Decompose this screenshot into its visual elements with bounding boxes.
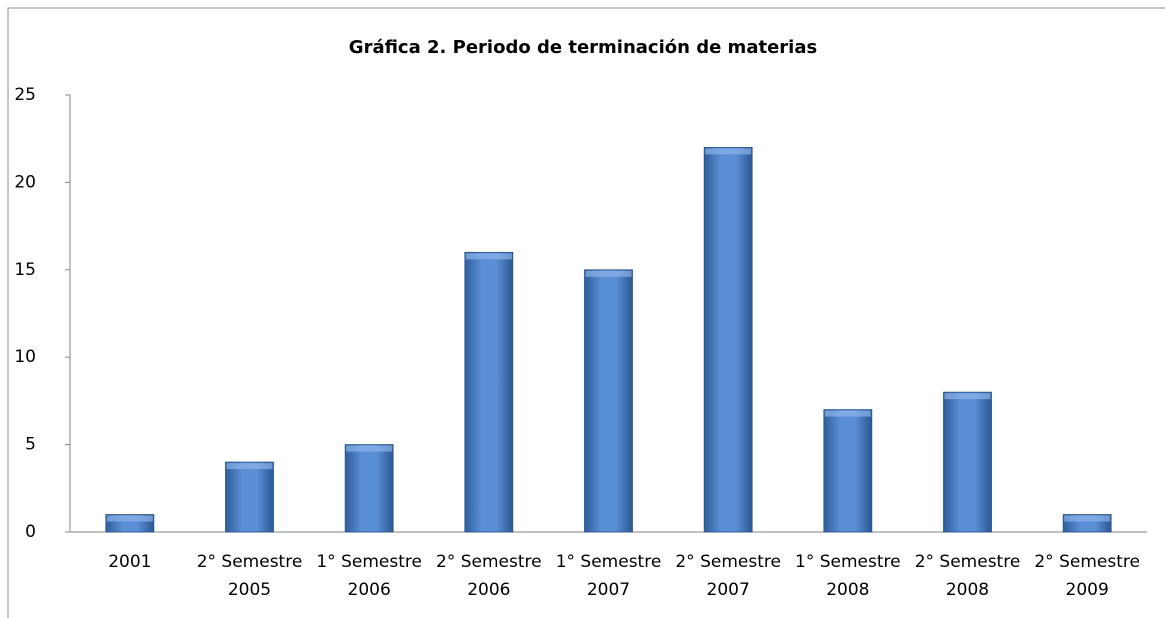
y-tick-label: 10 [14,347,36,367]
x-tick-label: 2° Semestre [1034,552,1140,572]
bar [943,391,992,533]
chart-title: Gráfica 2. Periodo de terminación de mat… [349,37,817,58]
bar-bevel [465,253,512,260]
bar-bevel [944,393,991,400]
x-tick-label: 2007 [707,580,750,600]
x-tick-label: 1° Semestre [556,552,662,572]
x-tick-label: 2008 [826,580,869,600]
x-tick-label: 2006 [348,580,391,600]
y-tick-label: 20 [14,172,36,192]
bar [823,409,873,533]
bar [344,444,394,533]
chart-frame [7,7,1165,618]
y-tick-label: 15 [14,260,36,280]
bar [584,269,633,533]
x-tick-label: 1° Semestre [316,552,422,572]
x-tick-label: 2009 [1066,580,1109,600]
bar-bevel [106,515,153,522]
bar-bevel [346,445,393,452]
x-tick-label: 2008 [946,580,989,600]
bar-bevel [824,410,871,417]
bar [703,147,753,533]
bar-bevel [1064,515,1111,522]
x-tick-label: 2007 [587,580,630,600]
x-tick-label: 2° Semestre [436,552,542,572]
bar-bevel [226,463,273,470]
x-tick-label: 2005 [228,580,271,600]
x-tick-label: 2° Semestre [197,552,303,572]
x-tick-label: 2006 [467,580,510,600]
x-tick-label: 2° Semestre [675,552,781,572]
bar-bevel [585,270,632,277]
bar [464,251,514,533]
bar-bevel [705,148,752,155]
x-tick-label: 2001 [108,552,151,572]
x-tick-label: 1° Semestre [795,552,901,572]
y-tick-label: 0 [25,522,36,542]
bar [225,461,274,533]
y-tick-label: 25 [14,85,36,105]
y-tick-label: 5 [25,435,36,455]
x-tick-label: 2° Semestre [915,552,1021,572]
